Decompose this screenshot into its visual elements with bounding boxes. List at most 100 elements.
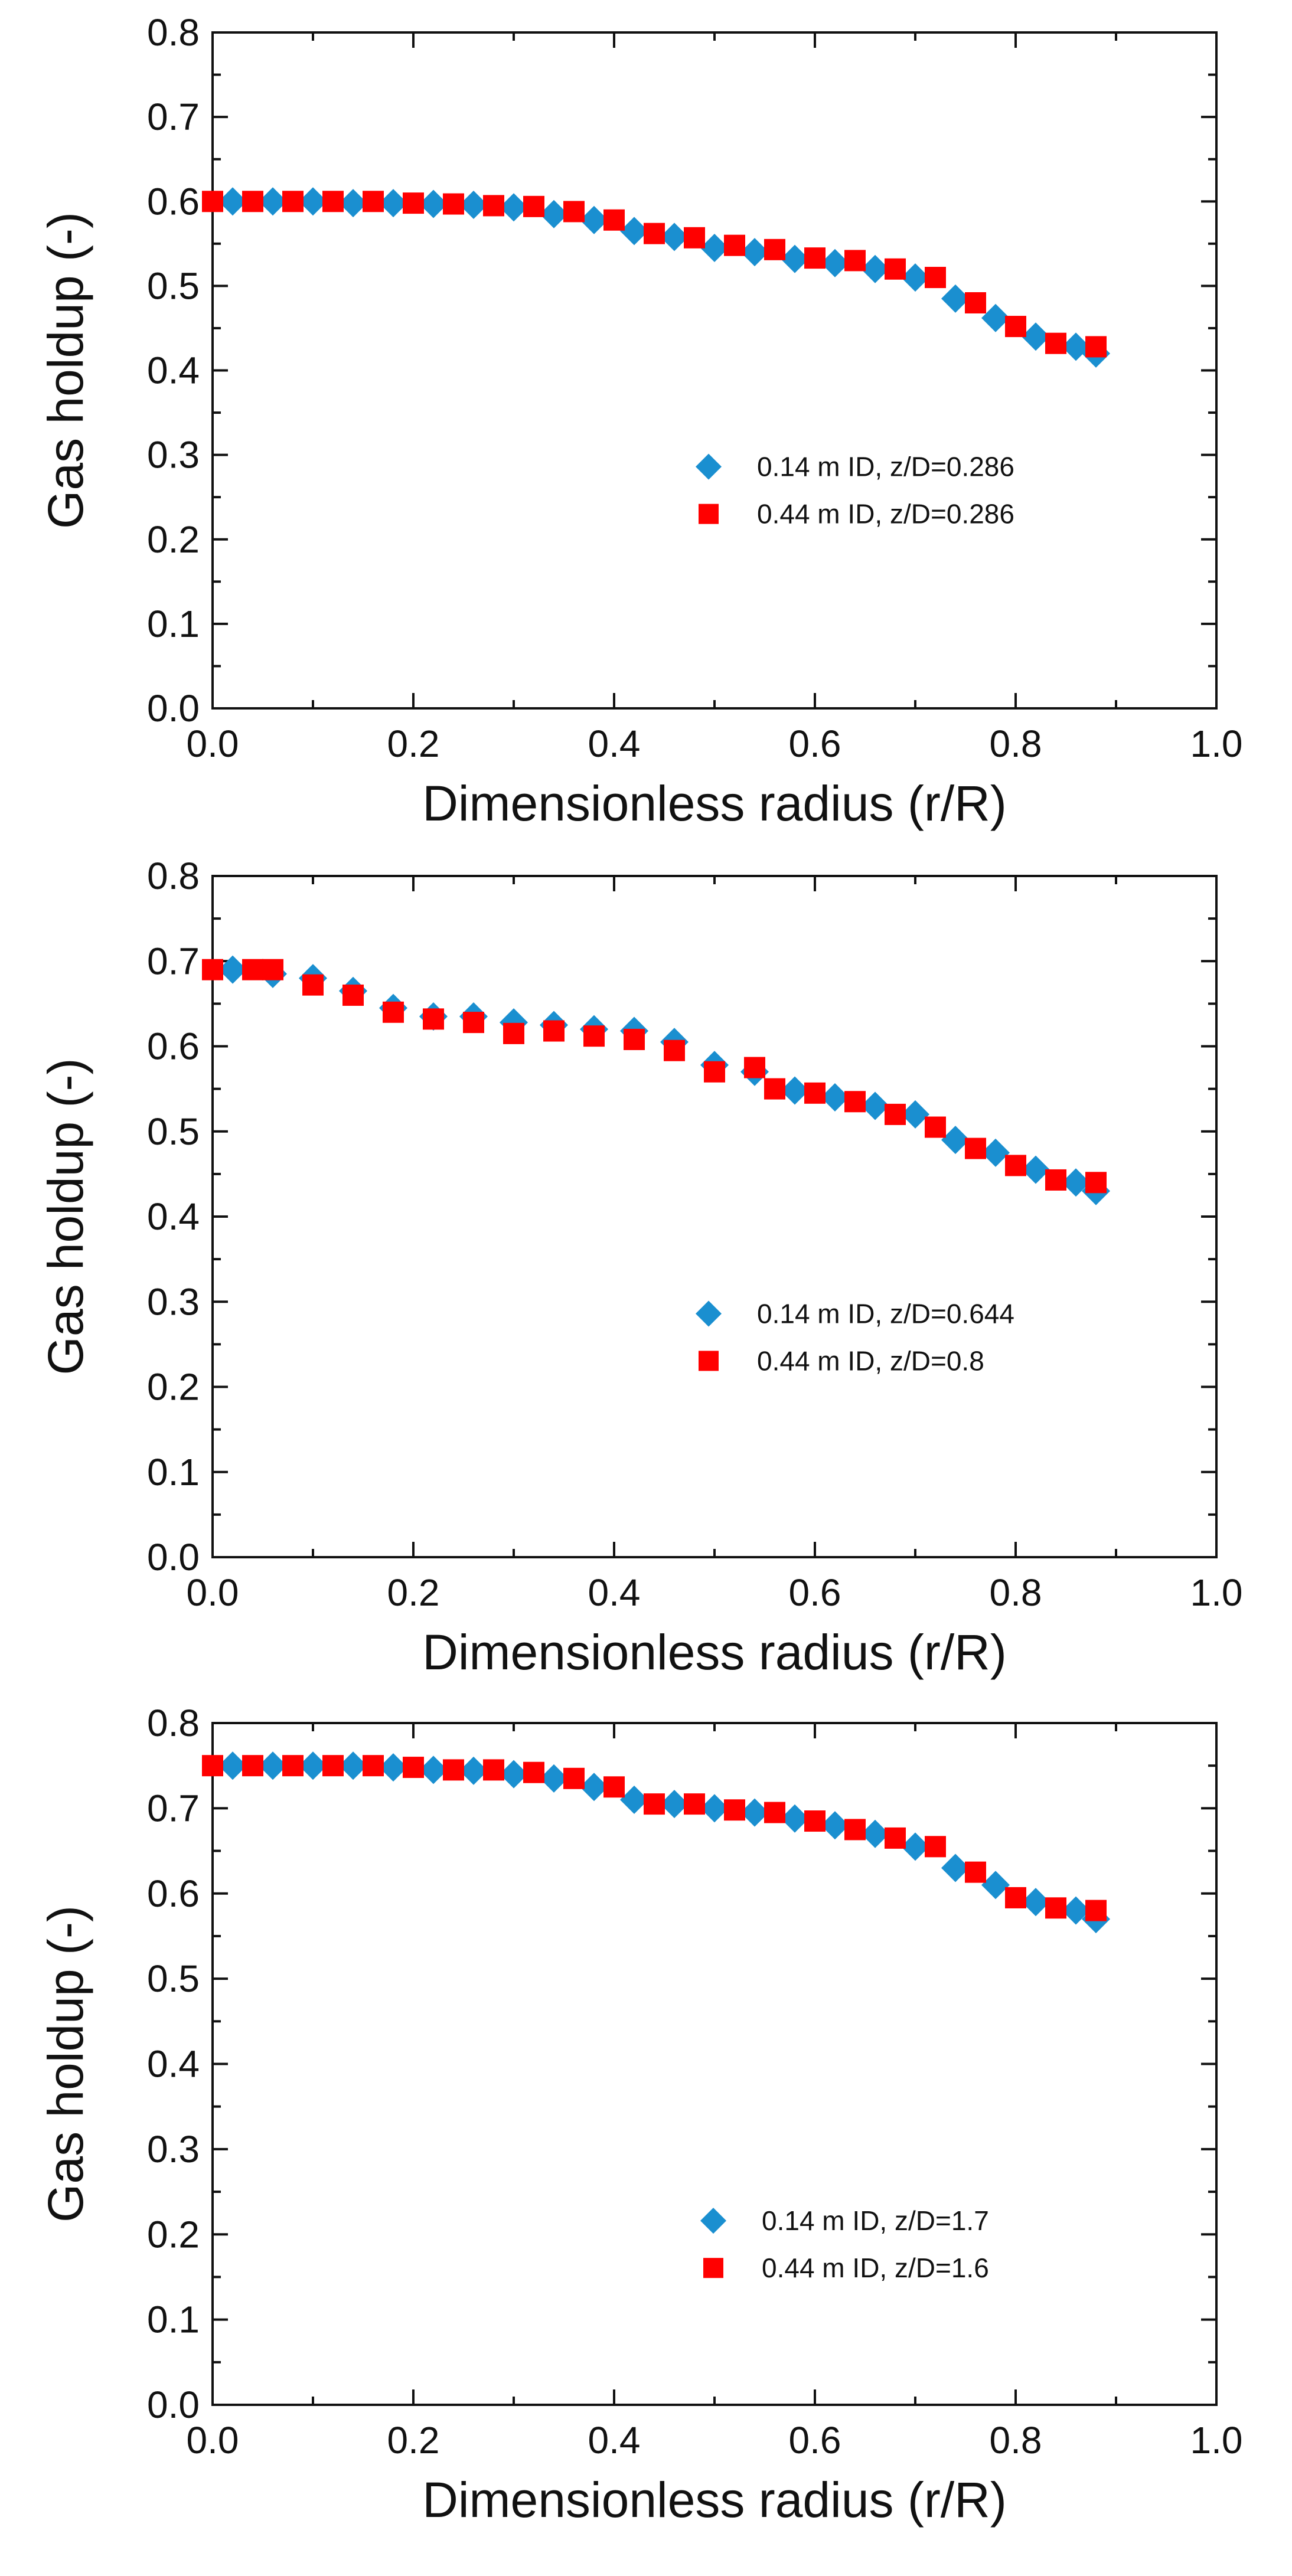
data-point-square <box>764 1078 785 1100</box>
series-2 <box>202 959 1107 1194</box>
x-axis-title: Dimensionless radius (r/R) <box>422 776 1007 831</box>
data-point-square <box>242 1755 263 1777</box>
data-point-square <box>322 1755 344 1777</box>
data-point-square <box>503 1022 524 1044</box>
data-point-diamond <box>781 244 809 273</box>
data-point-square <box>1085 1900 1107 1921</box>
data-point-diamond <box>981 303 1010 332</box>
data-point-square <box>282 1755 304 1777</box>
y-tick-label: 0.6 <box>147 1025 200 1068</box>
y-tick-label: 0.8 <box>147 1702 200 1744</box>
data-point-diamond <box>218 187 247 216</box>
series-2 <box>202 191 1107 358</box>
data-point-square <box>624 1028 645 1050</box>
x-tick-label: 0.6 <box>789 2419 841 2461</box>
x-tick-label: 0.4 <box>588 723 641 765</box>
data-point-square <box>724 234 745 256</box>
data-point-diamond <box>740 238 769 267</box>
data-point-diamond <box>540 1764 568 1793</box>
y-tick-label: 0.3 <box>147 2128 200 2170</box>
data-point-diamond <box>781 1804 809 1833</box>
data-point-square <box>1045 1897 1066 1919</box>
data-point-diamond <box>901 1832 929 1861</box>
data-point-diamond <box>941 284 970 313</box>
x-tick-label: 0.8 <box>990 723 1042 765</box>
data-point-diamond <box>500 1760 528 1789</box>
data-point-square <box>1005 316 1026 338</box>
legend-label: 0.14 m ID, z/D=0.644 <box>757 1298 1014 1329</box>
x-tick-label: 0.0 <box>187 723 239 765</box>
data-point-square <box>664 1039 685 1061</box>
data-point-square <box>342 984 364 1006</box>
y-tick-label: 0.7 <box>147 96 200 138</box>
data-point-square <box>423 1008 444 1030</box>
y-tick-label: 0.0 <box>147 2384 200 2426</box>
data-point-square <box>523 1761 544 1783</box>
legend: 0.14 m ID, z/D=0.644 0.44 m ID, z/D=0.8 <box>696 1298 1014 1376</box>
data-point-diamond <box>901 263 929 292</box>
data-point-diamond <box>981 1871 1010 1900</box>
y-tick-label: 0.7 <box>147 1787 200 1829</box>
data-point-square <box>543 1020 565 1042</box>
data-point-diamond <box>259 187 287 216</box>
legend-label: 0.14 m ID, z/D=1.7 <box>762 2205 989 2236</box>
data-point-diamond <box>419 1756 448 1784</box>
legend: 0.14 m ID, z/D=1.7 0.44 m ID, z/D=1.6 <box>700 2205 989 2283</box>
data-point-diamond <box>941 1853 970 1882</box>
data-point-diamond <box>700 1794 729 1823</box>
y-tick-label: 0.2 <box>147 1366 200 1408</box>
y-tick-label: 0.1 <box>147 1451 200 1493</box>
y-axis-title: Gas holdup (-) <box>38 212 93 529</box>
data-point-square <box>483 1759 504 1781</box>
data-point-square <box>202 1755 223 1777</box>
y-tick-label: 0.6 <box>147 1872 200 1915</box>
data-point-diamond <box>660 1790 689 1819</box>
data-point-square <box>1085 336 1107 358</box>
x-tick-label: 0.2 <box>387 723 440 765</box>
y-tick-label: 0.3 <box>147 1280 200 1323</box>
data-point-diamond <box>981 1138 1010 1167</box>
data-point-diamond <box>901 1100 929 1129</box>
data-point-diamond <box>620 217 648 246</box>
data-point-diamond <box>1062 1896 1090 1925</box>
data-point-diamond <box>500 193 528 222</box>
chart-panel-2: 0.0 0.1 0.2 0.3 0.4 0.5 0.6 0.7 0.8 0.0 0.2 0.4 0.6 0… <box>38 855 1242 1680</box>
data-point-square <box>383 1001 404 1023</box>
x-tick-label: 1.0 <box>1190 1571 1243 1614</box>
data-point-square <box>403 192 424 214</box>
data-point-diamond <box>781 1076 809 1105</box>
x-tick-label: 0.6 <box>789 1571 841 1614</box>
data-point-square <box>744 1057 765 1078</box>
data-point-diamond <box>821 1811 849 1840</box>
data-point-diamond <box>339 1751 367 1780</box>
y-tick-label: 0.5 <box>147 1957 200 2000</box>
data-point-square <box>443 193 464 215</box>
data-point-square <box>925 267 946 289</box>
data-point-square <box>523 195 544 217</box>
data-point-diamond <box>821 249 849 277</box>
y-tick-label: 0.1 <box>147 603 200 645</box>
y-tick-label: 0.4 <box>147 349 200 392</box>
x-tick-label: 0.0 <box>187 2419 239 2461</box>
data-point-square <box>242 191 263 213</box>
data-point-square <box>644 1793 665 1815</box>
y-tick-label: 0.4 <box>147 1195 200 1238</box>
data-point-square <box>644 223 665 244</box>
x-tick-label: 1.0 <box>1190 2419 1243 2461</box>
legend-label: 0.14 m ID, z/D=0.286 <box>757 452 1014 482</box>
y-tick-label: 0.6 <box>147 180 200 223</box>
data-point-diamond <box>861 1091 889 1120</box>
data-point-diamond <box>299 187 327 216</box>
data-point-diamond <box>1022 1155 1050 1184</box>
data-point-square <box>684 1793 705 1815</box>
data-point-square <box>363 1755 384 1777</box>
data-point-square <box>242 959 263 980</box>
y-tick-label: 0.8 <box>147 11 200 54</box>
data-point-diamond <box>1022 322 1050 351</box>
x-tick-label: 0.0 <box>187 1571 239 1614</box>
y-tick-label: 0.2 <box>147 518 200 561</box>
y-tick-label: 0.4 <box>147 2043 200 2085</box>
data-point-square <box>965 1861 986 1883</box>
data-point-square <box>704 1061 725 1083</box>
data-point-diamond <box>1022 1888 1050 1917</box>
